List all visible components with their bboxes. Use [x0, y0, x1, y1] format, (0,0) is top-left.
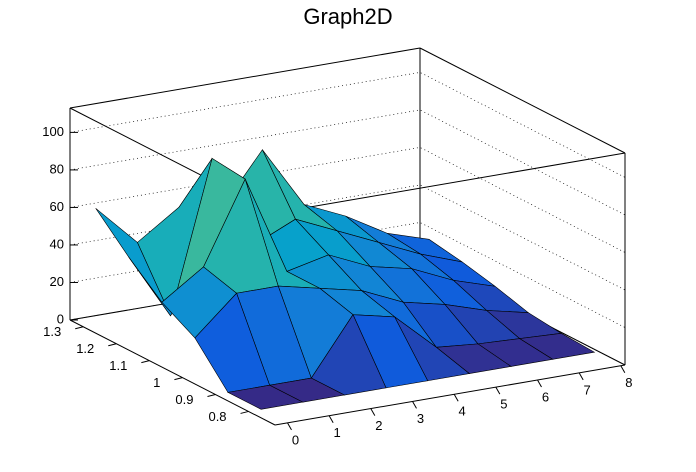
y-tick-label: 1.2 [76, 341, 94, 356]
x-axis [274, 364, 626, 426]
x-tick [495, 386, 501, 395]
box-edge [419, 47, 626, 154]
x-tick-label: 6 [542, 389, 549, 404]
y-tick [174, 377, 183, 381]
grid-line [69, 259, 626, 366]
x-tick [287, 422, 292, 431]
y-tick [108, 343, 117, 347]
x-tick [453, 394, 459, 402]
y-tick-label: 1 [153, 375, 160, 390]
box-edge [274, 152, 626, 214]
y-tick [75, 326, 84, 330]
x-tick [412, 401, 417, 409]
grid-line [69, 222, 626, 328]
x-tick-label: 2 [375, 418, 382, 433]
y-tick [240, 410, 249, 414]
grid-line [69, 109, 626, 216]
grid-line [69, 147, 626, 253]
y-tick-label: 1.1 [109, 358, 127, 373]
y-tick [207, 394, 216, 398]
x-tick [370, 408, 376, 416]
x-tick-label: 7 [584, 382, 591, 397]
x-tick-label: 5 [500, 397, 507, 412]
z-tick-label: 60 [50, 199, 64, 214]
y-tick-label: 0.8 [208, 409, 226, 424]
z-tick-label: 80 [50, 161, 64, 176]
x-tick-label: 3 [417, 411, 424, 426]
x-tick [620, 365, 626, 373]
x-tick-label: 1 [334, 425, 341, 440]
z-tick-label: 100 [42, 124, 64, 139]
y-tick [141, 360, 150, 364]
z-tick-label: 20 [50, 274, 64, 289]
y-tick-label: 0.9 [175, 392, 193, 407]
x-tick [578, 372, 584, 381]
chart-title: Graph2D [303, 4, 392, 29]
surface-cell [227, 384, 304, 410]
grid-line [69, 184, 626, 291]
x-tick [328, 415, 334, 423]
y-tick-label: 1.3 [43, 324, 61, 339]
x-tick-label: 4 [459, 404, 466, 419]
box-edge [69, 47, 421, 109]
x-tick-label: 8 [625, 375, 632, 390]
y-axis [69, 319, 276, 426]
x-tick-label: 0 [292, 432, 299, 447]
z-tick-label: 0 [57, 311, 64, 326]
x-tick [537, 379, 542, 388]
grid-line [69, 72, 626, 178]
z-tick-label: 40 [50, 236, 64, 251]
